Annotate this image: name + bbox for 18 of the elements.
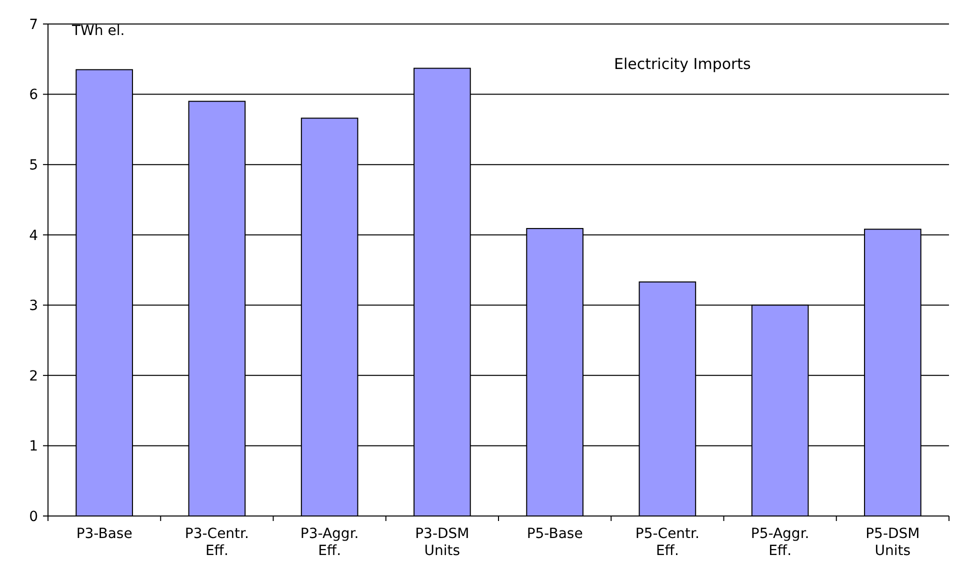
y-tick-label: 0 [29, 508, 38, 525]
x-tick-label: P3-Centr. Eff. [184, 526, 249, 559]
x-tick-label: P5-DSM Units [866, 526, 920, 559]
x-tick-label: P5-Aggr. Eff. [750, 526, 810, 559]
x-tick-label: P3-Base [76, 526, 132, 542]
y-tick-label: 7 [29, 16, 38, 33]
x-tick-label: P5-Centr. Eff. [635, 526, 700, 559]
y-axis-title: TWh el. [71, 22, 125, 39]
x-tick-label: P5-Base [526, 526, 583, 542]
y-tick-label: 3 [29, 298, 38, 314]
y-tick-label: 6 [29, 87, 38, 104]
y-tick-label: 2 [29, 368, 38, 384]
y-tick-label: 4 [29, 228, 38, 244]
y-tick-label: 1 [29, 438, 38, 455]
x-tick-label: P3-Aggr. Eff. [300, 526, 359, 559]
y-tick-label: 5 [29, 157, 38, 174]
x-tick-label: P3-DSM Units [415, 526, 470, 559]
text: Electricity Imports [614, 55, 752, 73]
